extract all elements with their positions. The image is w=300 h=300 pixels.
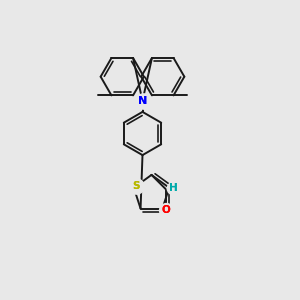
Text: N: N — [138, 96, 147, 106]
Text: S: S — [132, 181, 140, 191]
Text: S: S — [132, 181, 140, 191]
Text: N: N — [138, 96, 147, 106]
Text: O: O — [162, 205, 171, 215]
Text: O: O — [162, 205, 171, 215]
Text: H: H — [169, 183, 177, 193]
Text: H: H — [169, 183, 177, 193]
